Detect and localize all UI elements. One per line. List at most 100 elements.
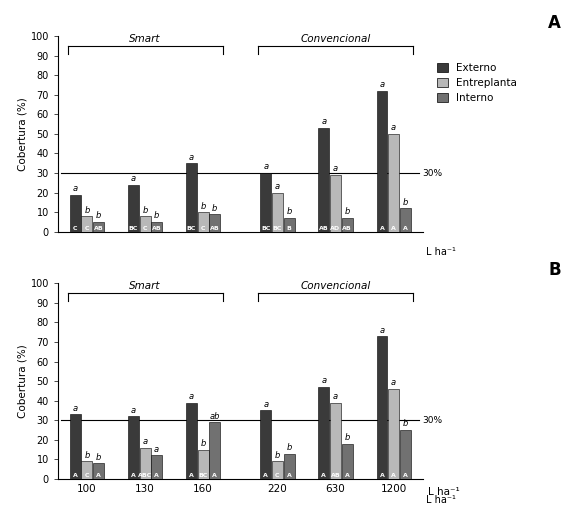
Bar	[70, 415, 81, 479]
Text: b: b	[96, 453, 101, 462]
Text: C: C	[73, 226, 78, 231]
Bar	[140, 448, 151, 479]
Text: ABC: ABC	[138, 473, 152, 478]
Text: C: C	[85, 473, 89, 478]
Text: b: b	[85, 451, 90, 460]
Bar	[388, 389, 399, 479]
Text: a: a	[333, 392, 338, 401]
Text: a: a	[73, 404, 78, 413]
Bar	[70, 195, 81, 232]
Text: C: C	[275, 473, 280, 478]
Y-axis label: Cobertura (%): Cobertura (%)	[18, 97, 28, 171]
Text: a: a	[131, 174, 136, 183]
Text: a: a	[321, 117, 327, 127]
Bar	[197, 212, 208, 232]
Text: a: a	[189, 392, 194, 401]
Text: Smart: Smart	[129, 34, 161, 44]
Text: A: A	[189, 473, 194, 478]
Text: A: A	[391, 226, 396, 231]
Text: L ha⁻¹: L ha⁻¹	[426, 247, 456, 258]
Legend: Externo, Entreplanta, Interno: Externo, Entreplanta, Interno	[435, 61, 519, 106]
Text: b: b	[154, 211, 159, 220]
Y-axis label: Cobertura (%): Cobertura (%)	[18, 344, 28, 418]
Text: a: a	[275, 182, 280, 191]
Bar	[376, 336, 387, 479]
Text: a: a	[379, 325, 384, 335]
Text: B: B	[549, 261, 561, 279]
Text: AB: AB	[94, 226, 104, 231]
Text: BC: BC	[129, 226, 138, 231]
Text: B: B	[287, 226, 291, 231]
Text: AB: AB	[210, 226, 219, 231]
Bar	[330, 175, 341, 232]
Text: AD: AD	[331, 226, 340, 231]
Bar	[272, 461, 283, 479]
Bar	[261, 173, 272, 232]
Bar	[261, 410, 272, 479]
Text: A: A	[403, 473, 408, 478]
Text: Convencional: Convencional	[301, 34, 371, 44]
Bar	[342, 444, 353, 479]
Bar	[376, 91, 387, 232]
Bar	[128, 185, 139, 232]
Bar	[197, 450, 208, 479]
Text: a: a	[333, 164, 338, 174]
Bar	[151, 222, 162, 232]
Text: A: A	[548, 14, 561, 32]
Text: a: a	[263, 400, 268, 409]
Bar	[318, 128, 329, 232]
Text: a: a	[131, 406, 136, 415]
Bar	[400, 208, 411, 232]
Text: A: A	[345, 473, 350, 478]
Text: AB: AB	[319, 226, 329, 231]
Text: 30%: 30%	[423, 168, 443, 178]
Text: BC: BC	[187, 226, 196, 231]
Text: b: b	[212, 203, 218, 213]
Text: A: A	[321, 473, 327, 478]
Text: A: A	[73, 473, 78, 478]
Text: A: A	[212, 473, 217, 478]
Text: a: a	[321, 376, 327, 385]
Bar	[82, 216, 93, 232]
Text: AB: AB	[342, 226, 352, 231]
Text: A: A	[131, 473, 136, 478]
Text: a: a	[391, 379, 396, 387]
Text: b: b	[85, 205, 90, 215]
Text: b: b	[402, 419, 408, 428]
Text: Smart: Smart	[129, 281, 161, 291]
Text: b: b	[345, 433, 350, 442]
Text: C: C	[85, 226, 89, 231]
Text: L ha⁻¹: L ha⁻¹	[428, 487, 460, 497]
Bar	[209, 214, 220, 232]
Bar	[93, 464, 104, 479]
Bar	[284, 454, 295, 479]
Text: A: A	[287, 473, 291, 478]
Text: b: b	[200, 201, 206, 211]
Text: ab: ab	[210, 411, 220, 421]
Bar	[330, 403, 341, 479]
Bar	[400, 430, 411, 479]
Bar	[284, 218, 295, 232]
Text: AB: AB	[331, 473, 340, 478]
Bar	[209, 422, 220, 479]
Text: a: a	[73, 184, 78, 193]
Text: C: C	[201, 226, 206, 231]
Text: b: b	[142, 205, 148, 215]
Text: Convencional: Convencional	[301, 281, 371, 291]
Text: L ha⁻¹: L ha⁻¹	[426, 494, 456, 505]
Text: b: b	[96, 211, 101, 220]
Text: b: b	[287, 208, 292, 216]
Text: AB: AB	[152, 226, 162, 231]
Text: a: a	[154, 445, 159, 454]
Text: A: A	[154, 473, 159, 478]
Text: a: a	[379, 80, 384, 89]
Bar	[342, 218, 353, 232]
Bar	[82, 461, 93, 479]
Bar	[151, 455, 162, 479]
Bar	[93, 222, 104, 232]
Text: A: A	[96, 473, 101, 478]
Text: b: b	[200, 439, 206, 448]
Text: b: b	[402, 198, 408, 207]
Text: A: A	[391, 473, 396, 478]
Text: A: A	[403, 226, 408, 231]
